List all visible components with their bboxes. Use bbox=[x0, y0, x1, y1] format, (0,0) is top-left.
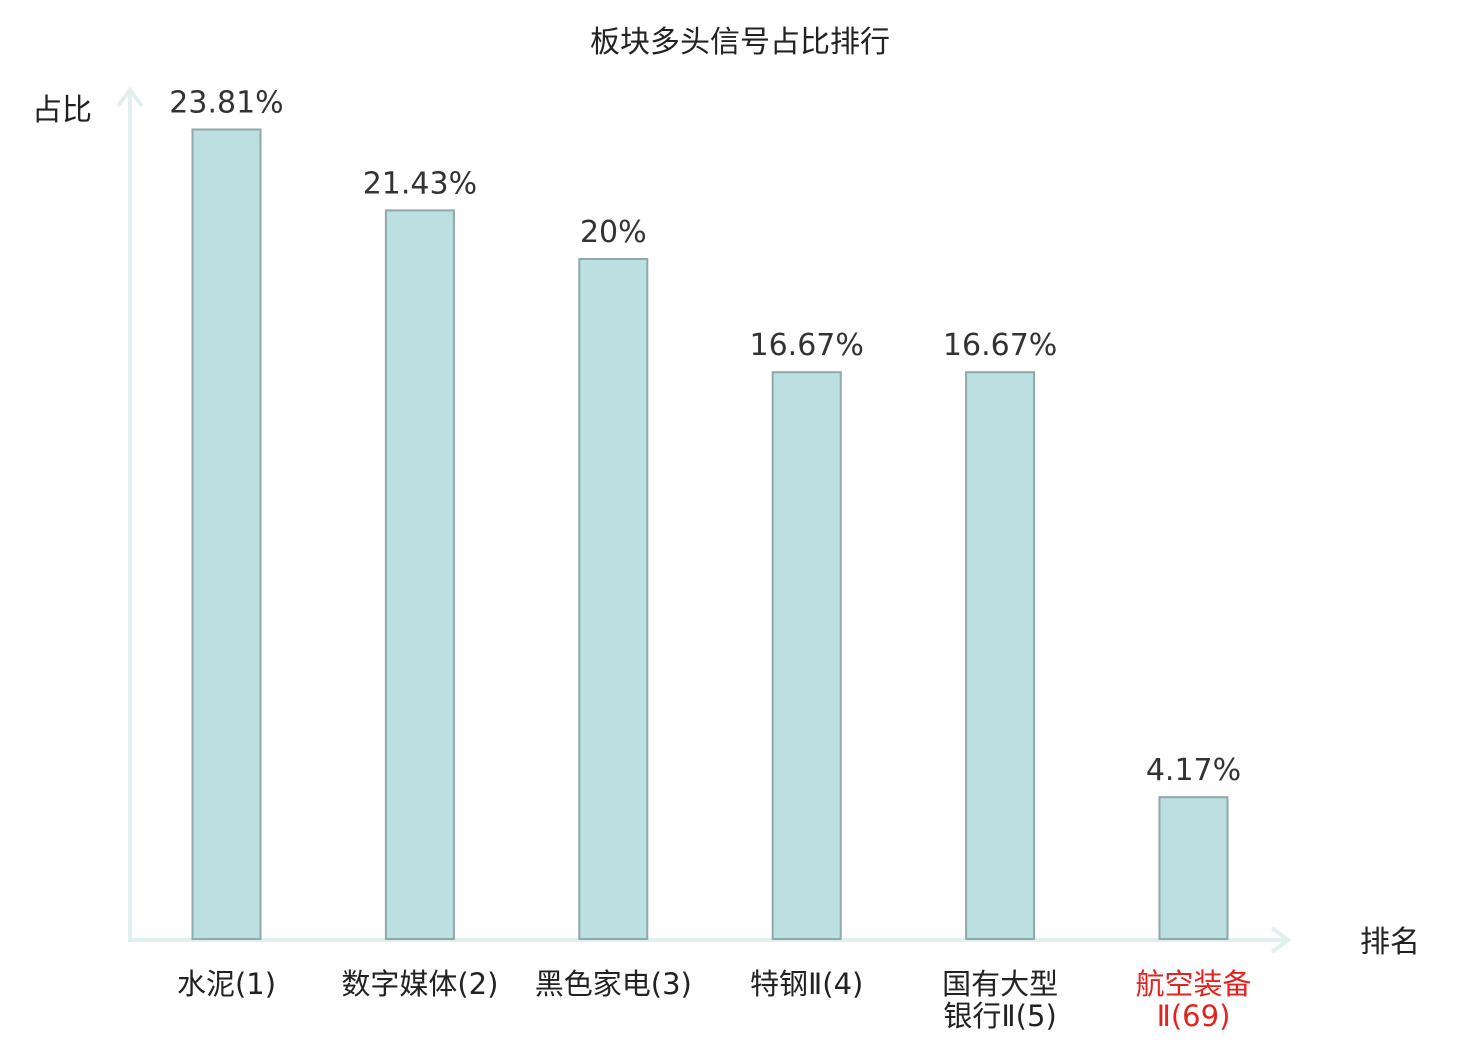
value-label-5: 16.67% bbox=[943, 328, 1057, 363]
category-label-6-line-1: 航空装备 bbox=[1135, 967, 1251, 1001]
value-label-1: 23.81% bbox=[169, 86, 283, 121]
chart-title: 板块多头信号占比排行 bbox=[590, 25, 890, 60]
y-axis-arrow bbox=[116, 86, 144, 108]
value-label-2: 21.43% bbox=[363, 166, 477, 201]
category-label-2: 数字媒体(2) bbox=[341, 967, 498, 1001]
category-label-4: 特钢Ⅱ(4) bbox=[750, 967, 863, 1001]
category-label-3: 黑色家电(3) bbox=[535, 967, 692, 1001]
bar-6 bbox=[1158, 796, 1229, 941]
category-label-5-line-1: 国有大型 bbox=[942, 967, 1058, 1001]
bar-3 bbox=[578, 258, 649, 940]
y-axis-label: 占比 bbox=[32, 93, 92, 128]
bars-layer bbox=[191, 128, 1229, 941]
x-axis-label: 排名 bbox=[1360, 925, 1420, 960]
category-label-6-line-2: Ⅱ(69) bbox=[1157, 999, 1231, 1033]
category-label-5-line-2: 银行Ⅱ(5) bbox=[943, 999, 1056, 1033]
value-labels-layer: 23.81% 21.43% 20% 16.67% 16.67% 4.17% bbox=[169, 86, 1241, 789]
bar-5 bbox=[965, 371, 1036, 940]
value-label-4: 16.67% bbox=[750, 328, 864, 363]
x-axis-arrow bbox=[1270, 926, 1292, 954]
bar-4 bbox=[771, 371, 842, 940]
bar-2 bbox=[384, 209, 455, 940]
category-label-1: 水泥(1) bbox=[177, 967, 276, 1001]
value-label-6: 4.17% bbox=[1146, 753, 1241, 788]
value-label-3: 20% bbox=[580, 215, 647, 250]
bar-1 bbox=[191, 128, 262, 940]
